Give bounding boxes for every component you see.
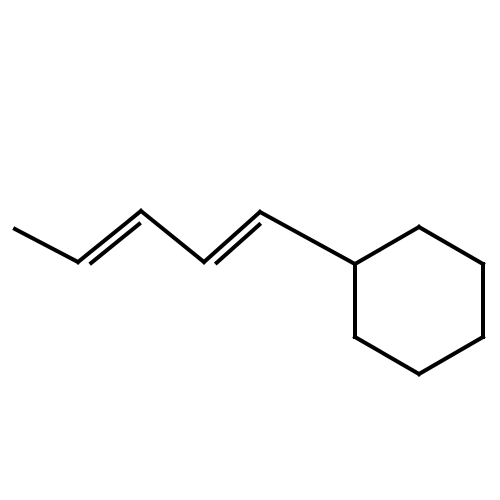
molecule-diagram [0, 0, 500, 500]
bond-line [355, 227, 419, 264]
bond-line [204, 212, 260, 262]
bond-line [15, 229, 78, 262]
bond-line [141, 211, 204, 262]
bonds-group [15, 211, 483, 374]
bond-line [78, 211, 141, 262]
bond-line [355, 337, 419, 374]
bond-line [260, 212, 355, 264]
bond-line [419, 337, 483, 374]
bond-line [419, 227, 483, 264]
